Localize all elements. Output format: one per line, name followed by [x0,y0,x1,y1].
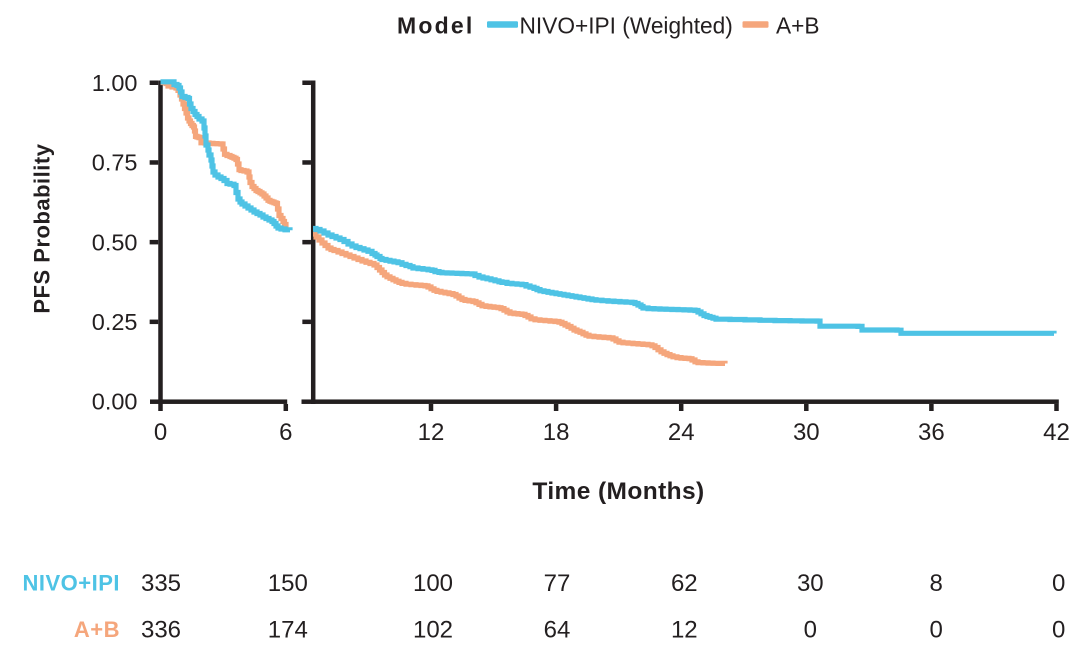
svg-text:77: 77 [544,570,571,597]
svg-text:30: 30 [793,419,820,446]
svg-text:24: 24 [668,419,695,446]
svg-text:0: 0 [1052,570,1065,597]
svg-text:12: 12 [671,616,698,643]
svg-text:12: 12 [418,419,445,446]
svg-text:336: 336 [141,616,181,643]
svg-text:1.00: 1.00 [92,70,138,96]
svg-text:A+B: A+B [776,13,820,39]
svg-text:0: 0 [154,419,167,446]
svg-text:8: 8 [930,570,943,597]
svg-text:A+B: A+B [74,617,120,642]
svg-text:64: 64 [544,616,571,643]
svg-text:102: 102 [413,616,453,643]
svg-text:0: 0 [804,616,817,643]
svg-text:0.00: 0.00 [92,389,138,415]
svg-text:6: 6 [279,419,292,446]
svg-text:0: 0 [1052,616,1065,643]
svg-text:150: 150 [268,570,308,597]
svg-text:42: 42 [1043,419,1070,446]
svg-text:18: 18 [543,419,570,446]
svg-text:0: 0 [930,616,943,643]
svg-text:0.25: 0.25 [92,309,138,335]
svg-text:PFS Probability: PFS Probability [29,143,54,313]
svg-text:100: 100 [413,570,453,597]
svg-text:62: 62 [671,570,698,597]
svg-text:30: 30 [797,570,824,597]
svg-text:NIVO+IPI: NIVO+IPI [22,571,120,596]
svg-text:335: 335 [141,570,181,597]
svg-text:174: 174 [268,616,308,643]
svg-text:Model: Model [397,13,474,39]
svg-text:36: 36 [918,419,945,446]
svg-text:0.50: 0.50 [92,229,138,255]
svg-text:NIVO+IPI (Weighted): NIVO+IPI (Weighted) [520,13,733,39]
svg-text:0.75: 0.75 [92,150,138,176]
svg-text:Time (Months): Time (Months) [532,478,704,505]
